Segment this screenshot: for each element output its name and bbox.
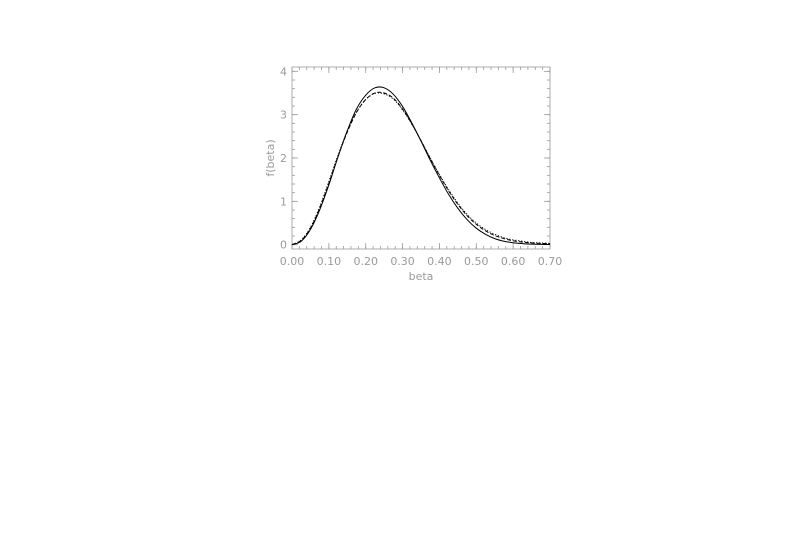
x-tick-label: 0.60: [501, 255, 526, 268]
x-tick-label: 0.10: [317, 255, 342, 268]
x-tick-label: 0.50: [464, 255, 489, 268]
y-tick-label: 1: [280, 195, 287, 208]
series-line-solid: [291, 86, 551, 246]
x-tick-label: 0.00: [280, 255, 305, 268]
y-axis-ticks: [292, 70, 550, 246]
x-tick-label: 0.30: [390, 255, 415, 268]
y-tick-label: 0: [280, 239, 287, 252]
y-tick-label: 3: [280, 109, 287, 122]
y-tick-label: 4: [280, 65, 287, 78]
y-axis-tick-labels: 0 1 2 3 4: [280, 65, 287, 251]
x-tick-label: 0.20: [353, 255, 378, 268]
x-axis-ticks: [291, 67, 551, 249]
series-line-dashed: [291, 91, 551, 246]
x-axis-label: beta: [409, 270, 434, 283]
x-tick-label: 0.40: [427, 255, 452, 268]
series-line-dotted: [291, 92, 551, 246]
x-tick-label: 0.70: [538, 255, 563, 268]
x-axis-tick-labels: 0.00 0.10 0.20 0.30 0.40 0.50 0.60 0.70: [280, 255, 563, 268]
y-axis-label: f(beta): [264, 139, 277, 176]
plot-frame: [291, 66, 551, 250]
series-lines: [291, 86, 551, 246]
y-tick-label: 2: [280, 152, 287, 165]
